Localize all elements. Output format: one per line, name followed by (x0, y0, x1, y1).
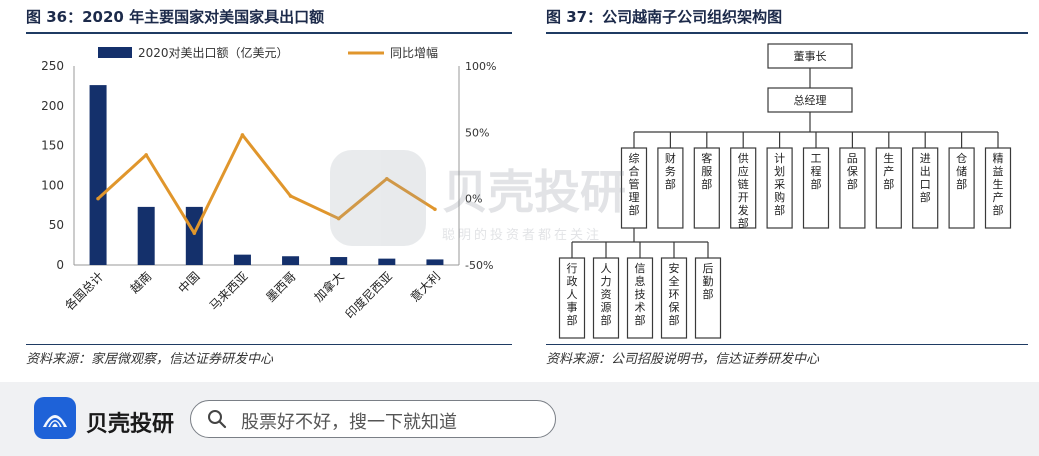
x-tick-label: 中国 (175, 269, 203, 297)
growth-point-7 (385, 176, 389, 181)
org-dept-7 (839, 147, 866, 229)
growth-point-8 (433, 207, 437, 212)
search-icon (208, 410, 227, 429)
org-dept-4 (730, 147, 757, 229)
growth-line (97, 133, 436, 235)
org-dept-11-label: 精益生产部 (993, 152, 1004, 217)
org-source: 资料来源：公司招股说明书，信达证券研发中心 (546, 352, 820, 367)
x-tick-label: 意大利 (407, 269, 443, 305)
chart-title: 图 36：2020 年主要国家对美国家具出口额 (26, 8, 325, 26)
search-placeholder: 股票好不好，搜一下就知道 (241, 412, 457, 433)
org-subdept-2-label: 人力资源部 (601, 262, 612, 327)
legend-line-label: 同比增幅 (390, 45, 438, 60)
org-bottom-rule (546, 344, 1028, 345)
chart-bottom-rule (26, 344, 512, 345)
org-dept-9 (912, 147, 939, 229)
org-dept-4-label: 供应链开发部 (738, 151, 749, 230)
bar-8 (426, 259, 444, 265)
org-dept-10-label: 仓储部 (956, 151, 967, 191)
org-dept-3-label: 客服部 (701, 151, 712, 191)
y-right-tick-label: 50% (465, 126, 489, 139)
growth-point-1 (96, 196, 100, 201)
org-dept-6-label: 工程部 (811, 152, 822, 191)
x-tick-label: 加拿大 (311, 269, 347, 305)
y-left-tick-label: 100 (41, 178, 64, 192)
y-left-tick-label: 250 (41, 59, 64, 73)
x-tick-label: 越南 (127, 269, 155, 297)
x-tick-label: 各国总计 (62, 269, 107, 314)
org-dept-2-label: 财务部 (665, 151, 676, 191)
bottom-bar: 贝壳投研 股票好不好，搜一下就知道 (0, 382, 1039, 456)
growth-point-5 (288, 194, 293, 198)
org-subdept-5 (694, 257, 722, 339)
brand-name[interactable]: 贝壳投研 (86, 412, 175, 437)
org-subdept-1-label: 行政人事部 (567, 262, 578, 327)
org-subdept-5-label: 后勤部 (703, 262, 714, 301)
org-dept-6 (802, 147, 830, 229)
bar-6 (330, 257, 348, 265)
brand-logo-icon[interactable] (34, 397, 76, 439)
chart-source: 资料来源：家居微观察，信达证券研发中心 (26, 352, 274, 367)
org-subdept-4 (660, 257, 688, 339)
org-subdept-2 (592, 257, 620, 339)
x-tick-label: 马来西亚 (207, 269, 251, 313)
bar-3 (185, 206, 203, 265)
bar-5 (282, 256, 300, 265)
y-left-tick-label: 150 (41, 139, 64, 153)
bar-1 (89, 85, 107, 265)
org-dept-9-label: 进出口部 (920, 152, 931, 204)
growth-point-4 (240, 133, 245, 137)
org-dept-11 (984, 147, 1012, 229)
org-dept-1-label: 综合管理部 (629, 151, 640, 217)
org-general-manager-label: 总经理 (794, 93, 827, 107)
search-input[interactable]: 股票好不好，搜一下就知道 (190, 400, 556, 438)
org-dept-3 (693, 147, 720, 229)
org-chart-title: 图 37：公司越南子公司组织架构图 (546, 8, 783, 26)
org-top-rule (546, 32, 1028, 34)
growth-point-6 (336, 216, 341, 221)
y-right-tick-label: -50% (465, 259, 493, 272)
bar-2 (137, 206, 155, 265)
org-dept-7-label: 品保部 (847, 152, 858, 191)
org-dept-5 (766, 147, 793, 229)
org-subdept-3 (626, 257, 654, 339)
legend-bar-swatch (98, 47, 132, 58)
x-tick-label: 印度尼西亚 (342, 269, 395, 322)
org-chairman-label: 董事长 (794, 50, 827, 63)
bar-line-chart: 2020对美出口额（亿美元） 同比增幅 0 50 100 150 200 250 -50% 0% 5… (41, 45, 496, 322)
org-chairman (767, 43, 853, 69)
org-dept-10 (948, 147, 975, 229)
org-dept-8-label: 生产部 (883, 151, 894, 191)
y-left-tick-label: 50 (49, 218, 64, 232)
y-left-tick-label: 0 (56, 258, 64, 272)
y-right-tick-label: 0% (465, 193, 482, 206)
bar-7 (378, 258, 396, 265)
org-subdept-4-label: 安全环保部 (669, 261, 680, 327)
org-general-manager (767, 87, 853, 113)
y-left-tick-label: 200 (41, 99, 64, 113)
chart-top-rule (26, 32, 512, 34)
org-dept-8 (875, 147, 902, 229)
legend-bar-label: 2020对美出口额（亿美元） (138, 45, 289, 60)
x-tick-label: 墨西哥 (263, 269, 298, 304)
bar-4 (233, 254, 251, 265)
growth-point-3 (192, 231, 197, 235)
org-dept-5-label: 计划采购部 (774, 152, 785, 217)
org-dept-2 (657, 147, 684, 229)
org-subdept-1 (558, 257, 586, 339)
y-right-tick-label: 100% (465, 60, 496, 73)
growth-point-2 (144, 153, 148, 157)
org-subdept-3-label: 信息技术部 (635, 262, 646, 327)
